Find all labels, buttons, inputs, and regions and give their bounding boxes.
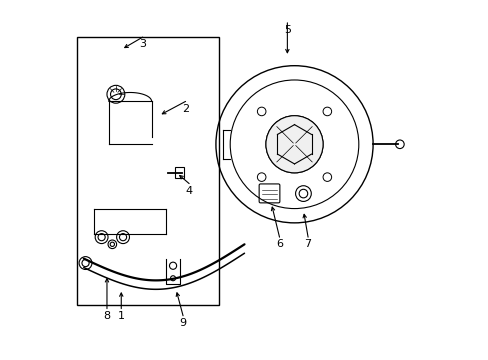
Bar [77,37,219,305]
Text: 8: 8 [103,311,110,321]
Text: 3: 3 [139,39,146,49]
Text: 6: 6 [275,239,283,249]
Bar [175,167,183,178]
Text: 1: 1 [118,311,124,321]
Text: 9: 9 [179,318,186,328]
Text: 7: 7 [304,239,311,249]
Text: 4: 4 [185,186,192,196]
Text: 5: 5 [284,25,290,35]
Text: 2: 2 [182,104,189,113]
Circle shape [265,116,323,173]
